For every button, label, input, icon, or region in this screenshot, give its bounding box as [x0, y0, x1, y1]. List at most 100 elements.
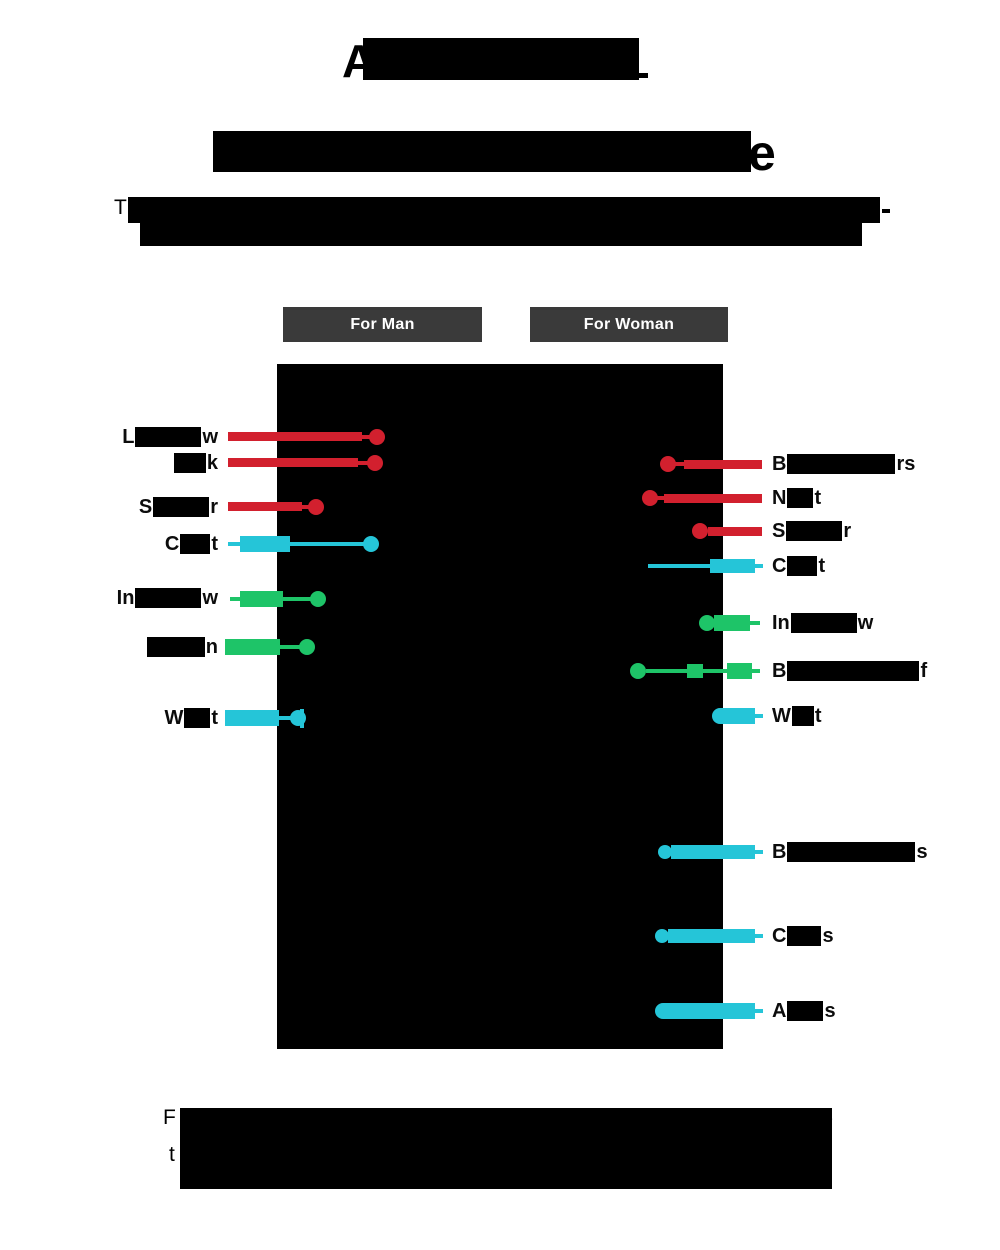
woman-label-4-suffix: t [818, 554, 826, 577]
man-line-1-dot [369, 429, 385, 445]
man-label-2-redaction [173, 453, 206, 473]
man-label-3-prefix: S [138, 495, 153, 518]
woman-line-1-bar [684, 460, 762, 469]
woman-label-7-prefix: W [772, 704, 791, 727]
woman-line-4-connector [648, 564, 710, 568]
man-line-4-bar [240, 536, 290, 552]
body-figure-redaction [277, 364, 723, 1049]
woman-label-10-suffix: s [824, 999, 836, 1022]
man-label-6-suffix: n [205, 635, 218, 658]
woman-line-5-nub [750, 621, 760, 625]
subtitle-fragment-start: T [114, 196, 127, 219]
woman-line-6-marker [687, 664, 703, 678]
page-title-fragment: e [748, 125, 776, 181]
man-line-1-bar [228, 432, 362, 441]
woman-line-3-dot [692, 523, 708, 539]
man-line-4-dot [363, 536, 379, 552]
for-woman-button-label: For Woman [583, 315, 675, 333]
woman-label-6-redaction [787, 661, 920, 681]
woman-label-5-suffix: w [857, 611, 874, 634]
woman-label-2-prefix: N [772, 486, 787, 509]
woman-line-10-nub [755, 1009, 763, 1013]
subtitle-redaction-line1 [128, 197, 880, 223]
man-line-5-dot [310, 591, 326, 607]
woman-label-1-prefix: B [772, 452, 787, 475]
page-title-redaction [213, 131, 751, 172]
man-label-7-redaction [184, 708, 211, 728]
man-label-5-prefix: In [116, 586, 135, 609]
man-label-3-suffix: r [210, 495, 218, 518]
man-line-2-bar [228, 458, 358, 467]
woman-label-2-suffix: t [814, 486, 822, 509]
woman-line-5-dot [699, 615, 715, 631]
man-label-7-suffix: t [211, 706, 218, 729]
woman-label-5-prefix: In [772, 611, 790, 634]
man-line-3-bar [228, 502, 302, 511]
woman-label-3-suffix: r [843, 519, 852, 542]
man-label-4-suffix: t [211, 532, 218, 555]
woman-line-3-bar [708, 527, 762, 536]
woman-label-4-redaction [787, 556, 818, 576]
for-woman-button[interactable]: For Woman [530, 307, 728, 342]
woman-label-6-prefix: B [772, 659, 787, 682]
woman-label-10-prefix: A [772, 999, 787, 1022]
man-line-6-dot [299, 639, 315, 655]
man-label-6: n [146, 636, 218, 658]
woman-line-4-bar [710, 559, 755, 573]
man-label-2: k [173, 452, 218, 474]
man-label-5-suffix: w [202, 586, 218, 609]
woman-line-6-connector [646, 669, 687, 673]
man-line-6-connector [280, 645, 300, 649]
woman-label-8-prefix: B [772, 840, 787, 863]
woman-line-1-dot [660, 456, 676, 472]
man-line-2-connector [356, 461, 368, 465]
woman-line-6-nub [752, 669, 760, 673]
woman-line-6-bar [727, 663, 752, 679]
woman-label-5: In w [772, 612, 873, 634]
man-label-1-suffix: w [202, 425, 218, 448]
woman-label-4-prefix: C [772, 554, 787, 577]
woman-line-5-bar [714, 615, 750, 631]
man-line-4-nub [228, 542, 240, 546]
man-label-4-prefix: C [164, 532, 180, 555]
man-label-4-redaction [180, 534, 211, 554]
woman-line-2-dot [642, 490, 658, 506]
man-label-1-redaction [135, 427, 202, 447]
woman-label-2-redaction [787, 488, 814, 508]
man-line-6-bar [225, 639, 280, 655]
woman-line-8-dot [658, 845, 672, 859]
man-label-7-prefix: W [164, 706, 184, 729]
footer-redaction [180, 1108, 832, 1189]
woman-line-2-connector [657, 496, 665, 500]
woman-line-1-connector [675, 462, 685, 466]
man-line-7-tick [300, 709, 304, 728]
man-line-7-bar [225, 710, 279, 726]
woman-label-3-prefix: S [772, 519, 786, 542]
footer-fragment-line2: t [169, 1143, 175, 1166]
man-line-3-connector [300, 505, 310, 509]
man-label-3-redaction [153, 497, 210, 517]
woman-line-8-nub [755, 850, 763, 854]
woman-label-9-redaction [787, 926, 822, 946]
man-line-5-nub [230, 597, 240, 601]
woman-label-8-suffix: s [916, 840, 928, 863]
woman-line-2-bar [664, 494, 762, 503]
woman-line-7-nub [755, 714, 763, 718]
woman-label-5-redaction [790, 613, 857, 633]
woman-line-9-dot [655, 929, 669, 943]
subtitle-fragment-end [882, 209, 890, 213]
woman-label-7-redaction [791, 706, 814, 726]
woman-line-8-bar [671, 845, 755, 859]
woman-line-6-connector2 [703, 669, 727, 673]
woman-line-9-bar [668, 929, 755, 943]
man-label-2-suffix: k [206, 451, 218, 474]
for-man-button[interactable]: For Man [283, 307, 482, 342]
man-line-4-connector [290, 542, 364, 546]
